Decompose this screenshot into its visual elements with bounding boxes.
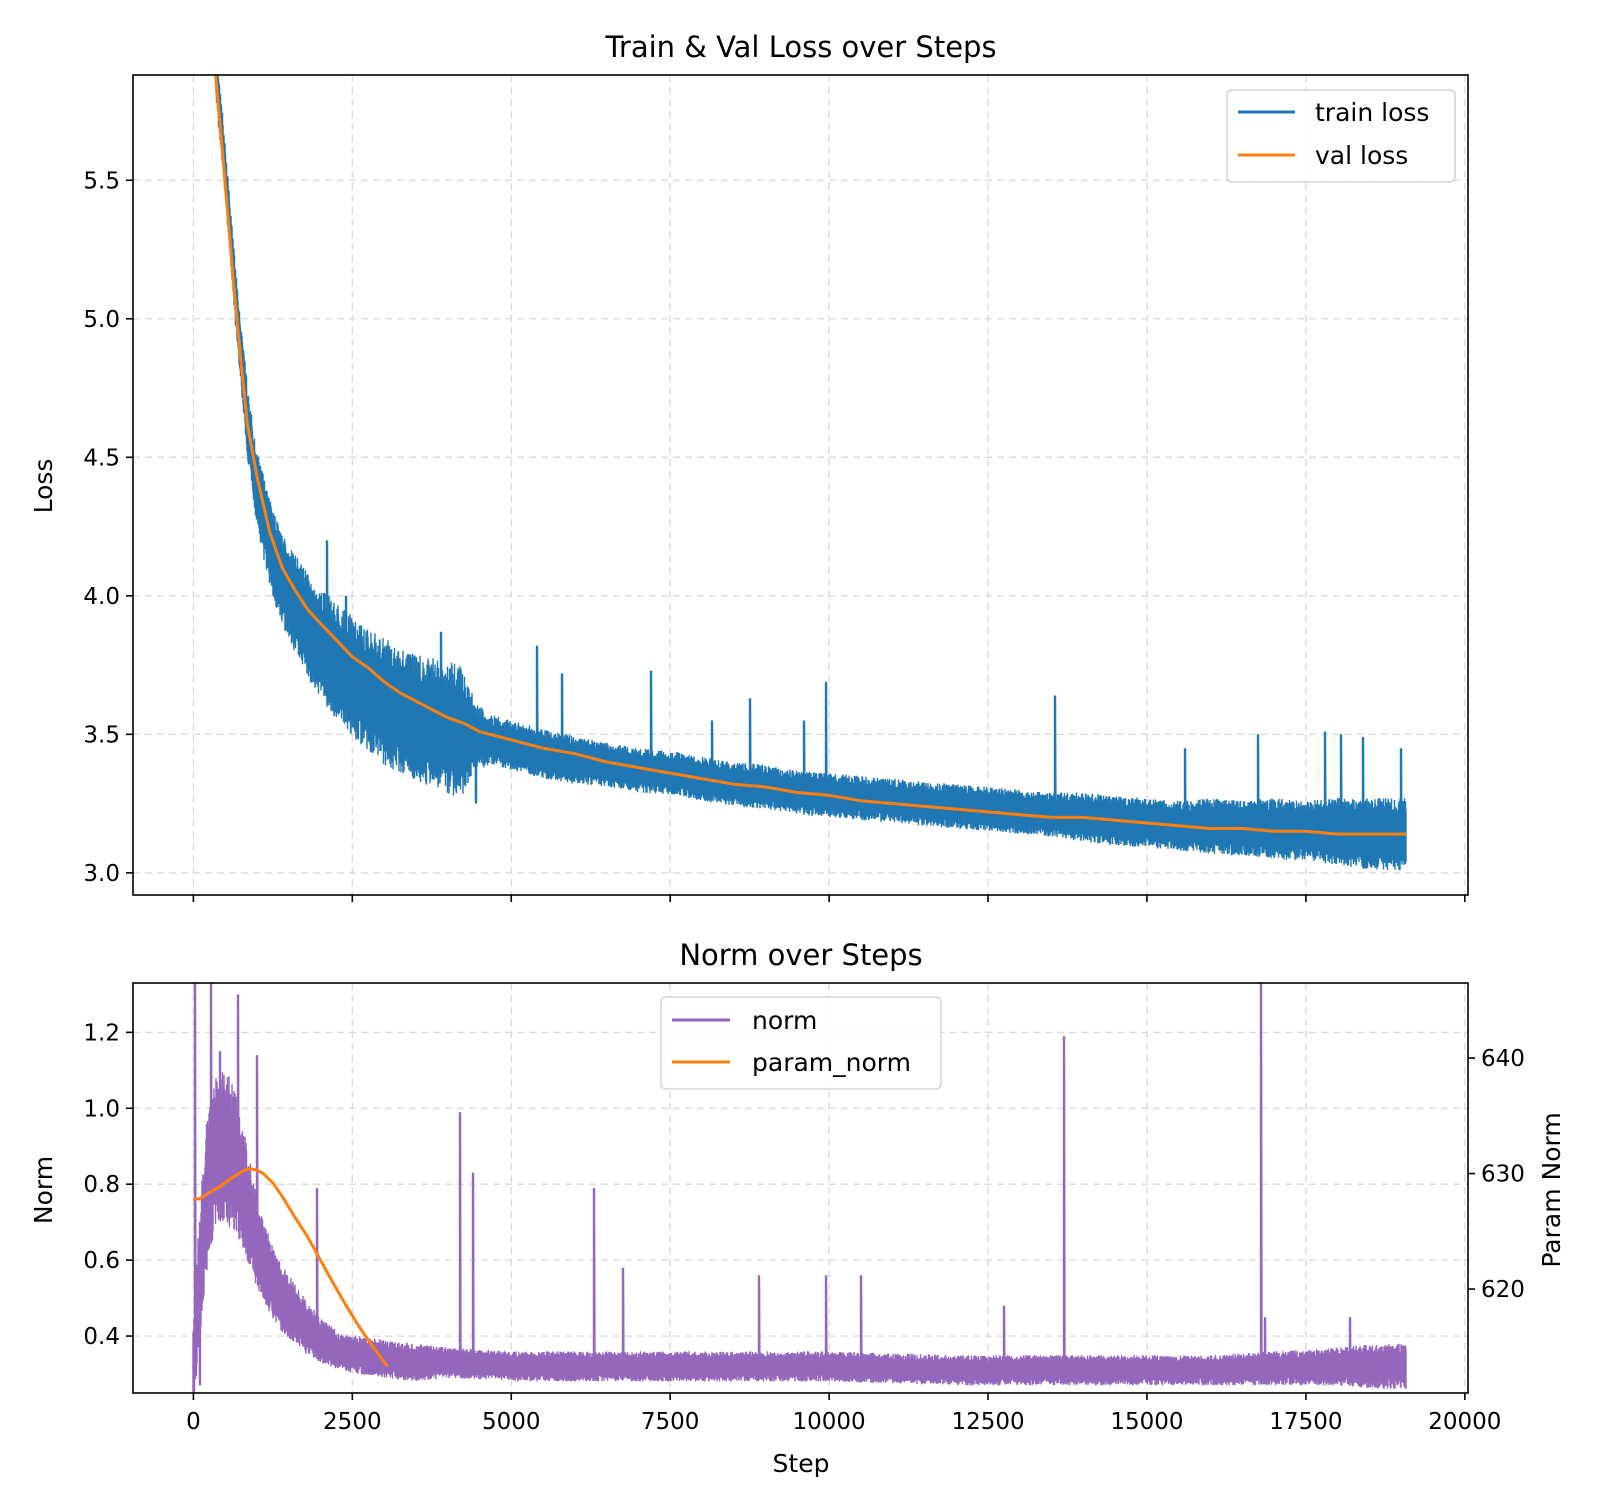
param-norm-line xyxy=(193,1167,389,1368)
norm-chart-x-tick-label: 20000 xyxy=(1428,1409,1501,1435)
legend-label-train-loss: train loss xyxy=(1315,98,1429,127)
loss-chart-y-axis-label: Loss xyxy=(29,459,58,514)
norm-chart: Norm over Steps 0 2500 5000 7500 10000 12500 1… xyxy=(29,938,1566,1478)
loss-chart-y-tick-label: 5.5 xyxy=(83,168,120,194)
loss-chart-y-tick-label: 3.5 xyxy=(83,722,120,748)
legend-label-param-norm: param_norm xyxy=(752,1048,911,1077)
loss-chart-y-tick-label: 4.0 xyxy=(83,584,120,610)
norm-chart-y2-axis-label: Param Norm xyxy=(1537,1112,1566,1267)
norm-chart-title: Norm over Steps xyxy=(679,938,922,972)
loss-chart-frame xyxy=(132,74,1469,896)
norm-chart-x-tick-label: 15000 xyxy=(1110,1409,1183,1435)
norm-chart-legend: norm param_norm xyxy=(660,996,942,1090)
norm-chart-x-tick-label: 0 xyxy=(186,1409,201,1435)
norm-chart-x-tick-label: 10000 xyxy=(793,1409,866,1435)
norm-chart-y-axis-label: Norm xyxy=(29,1156,58,1224)
legend-label-val-loss: val loss xyxy=(1315,141,1408,170)
norm-chart-x-tick-label: 5000 xyxy=(482,1409,541,1435)
loss-chart: Train & Val Loss over Steps 3.0 3.5 4.0 4.5… xyxy=(29,30,1469,902)
loss-chart-legend: train loss val loss xyxy=(1226,89,1456,183)
norm-chart-frame xyxy=(132,982,1469,1394)
loss-chart-grid xyxy=(133,75,1468,895)
norm-chart-y-tick-label: 0.6 xyxy=(83,1248,120,1274)
norm-chart-x-tick-label: 7500 xyxy=(641,1409,700,1435)
loss-chart-title: Train & Val Loss over Steps xyxy=(604,30,996,64)
loss-chart-y-tick-label: 5.0 xyxy=(83,307,120,333)
norm-chart-y2-tick-label: 630 xyxy=(1481,1162,1525,1188)
norm-chart-y2-tick-label: 640 xyxy=(1481,1046,1525,1072)
norm-chart-y-tick-label: 1.2 xyxy=(83,1020,120,1046)
val-loss-line xyxy=(214,75,1407,836)
loss-chart-ticks: 3.0 3.5 4.0 4.5 5.0 5.5 xyxy=(83,168,1466,902)
norm-chart-x-tick-label: 12500 xyxy=(951,1409,1024,1435)
norm-chart-y2-tick-label: 620 xyxy=(1481,1277,1525,1303)
norm-chart-x-axis-label: Step xyxy=(773,1449,830,1478)
norm-chart-y-tick-label: 1.0 xyxy=(83,1096,120,1122)
norm-chart-x-tick-label: 2500 xyxy=(323,1409,382,1435)
norm-chart-y-tick-label: 0.8 xyxy=(83,1172,120,1198)
loss-chart-y-tick-label: 3.0 xyxy=(83,861,120,887)
loss-chart-plot-area xyxy=(214,75,1407,871)
norm-chart-y-tick-label: 0.4 xyxy=(83,1324,120,1350)
norm-chart-ticks: 0 2500 5000 7500 10000 12500 15000 17500 20000 0.… xyxy=(83,1020,1524,1435)
norm-chart-plot-area xyxy=(192,983,1407,1393)
legend-label-norm: norm xyxy=(752,1006,817,1035)
loss-chart-y-tick-label: 4.5 xyxy=(83,445,120,471)
norm-chart-x-tick-label: 17500 xyxy=(1269,1409,1342,1435)
norm-line xyxy=(192,983,1407,1393)
